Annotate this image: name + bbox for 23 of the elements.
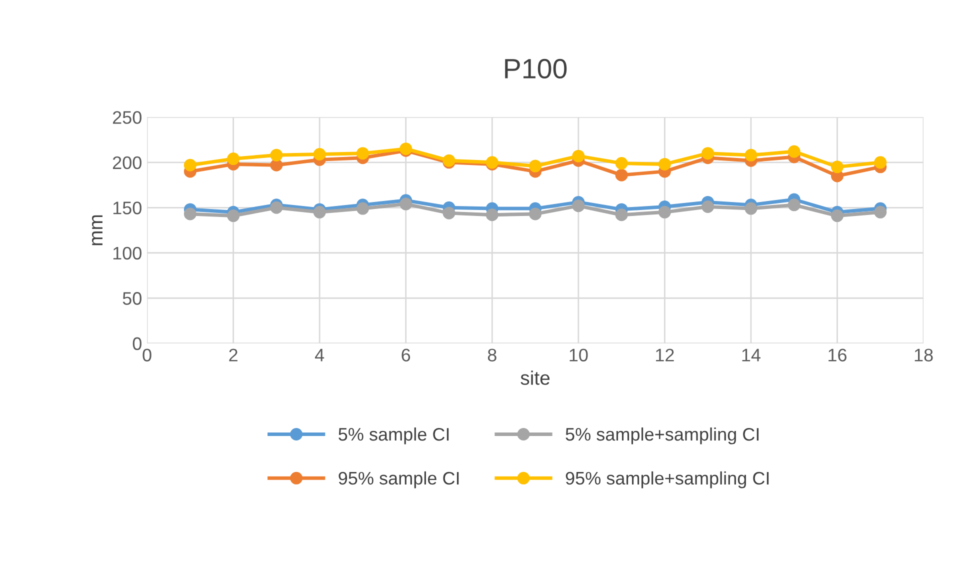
- legend-label: 5% sample CI: [338, 427, 449, 444]
- y-tick-label: 150: [113, 202, 142, 214]
- x-axis-title: site: [520, 370, 550, 385]
- y-tick-label: 100: [113, 246, 142, 260]
- legend-label: 95% sample CI: [338, 471, 459, 488]
- x-tick-label: 18: [914, 348, 933, 362]
- x-tick-label: 8: [488, 348, 496, 362]
- x-tick-label: 2: [229, 348, 238, 362]
- x-tick-label: 12: [656, 348, 674, 362]
- x-tick-label: 14: [742, 348, 760, 362]
- x-tick-label: 10: [570, 348, 588, 362]
- x-tick-label: 4: [314, 348, 324, 362]
- y-tick-label: 200: [112, 156, 142, 170]
- y-tick-label: 0: [132, 337, 142, 350]
- x-tick-label: 16: [828, 348, 846, 362]
- chart-title: P100: [505, 58, 567, 79]
- x-tick-label: 6: [402, 348, 410, 362]
- y-axis-title: mm: [92, 215, 102, 246]
- legend-label: 95% sample+sampling CI: [566, 471, 769, 488]
- legend-label: 5% sample+sampling CI: [566, 427, 759, 444]
- x-tick-label: 0: [142, 348, 152, 362]
- y-tick-label: 250: [112, 111, 142, 124]
- y-tick-label: 50: [122, 292, 142, 305]
